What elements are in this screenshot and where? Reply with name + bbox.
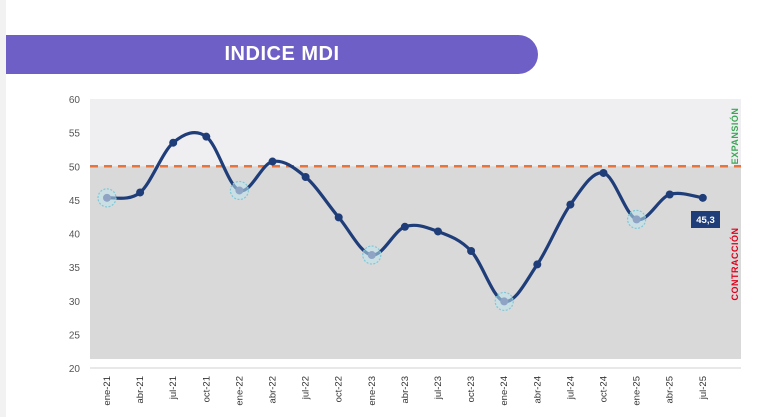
x-tick-label: oct-23 — [466, 376, 477, 402]
data-point — [533, 260, 542, 269]
chart-title: INDICE MDI — [224, 43, 340, 65]
last-value-badge — [691, 211, 720, 228]
x-tick-label: ene-25 — [632, 376, 643, 406]
x-tick-label: jul-25 — [698, 376, 709, 400]
x-tick-label: jul-22 — [301, 376, 312, 400]
data-point — [500, 297, 509, 306]
data-point — [367, 251, 376, 260]
data-point — [334, 213, 343, 222]
data-point — [136, 188, 145, 197]
x-tick-label: ene-23 — [367, 376, 378, 406]
data-point — [400, 222, 409, 231]
x-tick-label: abr-24 — [532, 376, 543, 403]
y-tick-label: 60 — [69, 95, 81, 106]
y-tick-label: 45 — [69, 196, 81, 207]
expansion-label: EXPANSIÓN — [729, 108, 740, 165]
left-divider — [0, 0, 6, 417]
x-tick-label: oct-22 — [334, 376, 345, 402]
y-tick-label: 50 — [69, 162, 81, 173]
x-tick-label: ene-21 — [102, 376, 113, 406]
title-banner: INDICE MDI — [6, 35, 538, 74]
x-tick-label: abr-21 — [135, 376, 146, 403]
contraction-label: CONTRACCIÓN — [729, 228, 740, 301]
data-point — [235, 186, 244, 195]
x-tick-label: abr-23 — [400, 376, 411, 403]
y-tick-label: 20 — [69, 364, 81, 375]
x-tick-label: jul-21 — [168, 376, 179, 400]
x-tick-label: ene-24 — [499, 376, 510, 406]
x-tick-label: abr-25 — [665, 376, 676, 403]
data-point — [599, 168, 608, 177]
x-tick-label: jul-24 — [565, 376, 576, 400]
y-tick-label: 55 — [69, 129, 81, 140]
x-tick-label: ene-22 — [234, 376, 245, 406]
data-point — [103, 193, 111, 202]
data-point — [301, 173, 310, 182]
last-value-label: 45,3 — [696, 215, 715, 226]
data-point — [169, 138, 178, 147]
x-tick-label: jul-23 — [433, 376, 444, 400]
data-point — [202, 132, 211, 141]
data-point — [434, 227, 442, 236]
x-tick-label: abr-22 — [268, 376, 279, 403]
data-point — [268, 157, 277, 166]
data-point — [665, 190, 674, 199]
data-point — [698, 193, 707, 202]
x-tick-label: oct-21 — [201, 376, 212, 402]
data-point — [467, 246, 476, 255]
y-tick-label: 25 — [69, 330, 81, 341]
x-tick-label: oct-24 — [599, 376, 610, 402]
y-tick-label: 30 — [69, 297, 81, 308]
y-tick-label: 35 — [69, 263, 81, 274]
data-point — [632, 215, 641, 224]
contraction-zone — [90, 166, 741, 359]
y-tick-label: 40 — [69, 230, 81, 241]
data-point — [566, 200, 575, 209]
